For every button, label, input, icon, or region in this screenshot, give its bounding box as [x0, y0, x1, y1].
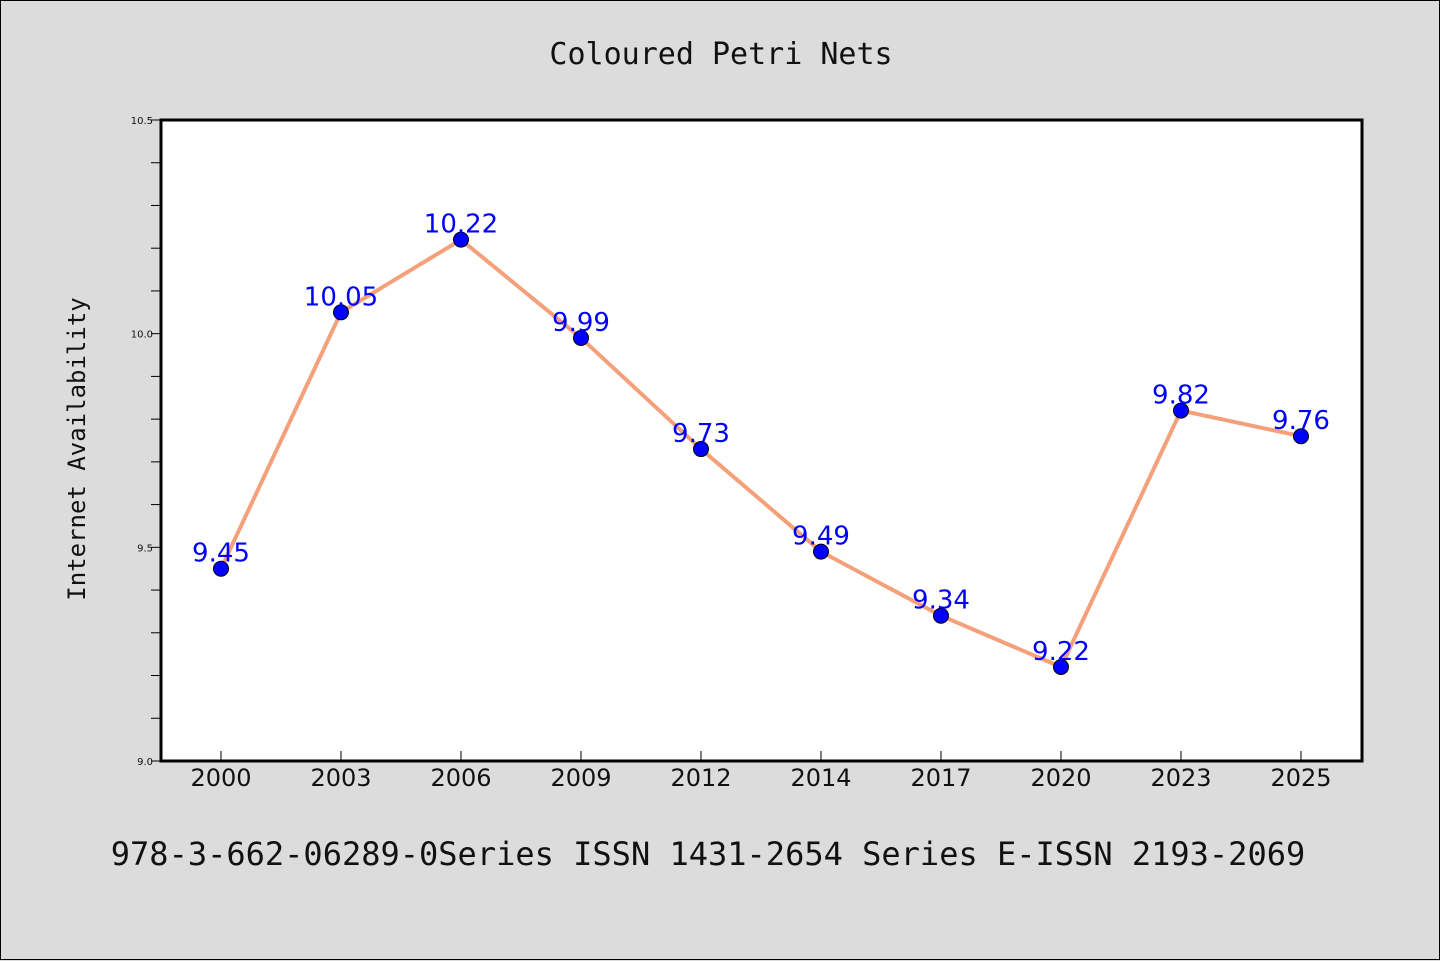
footer-text: 978-3-662-06289-0Series ISSN 1431-2654 S…	[111, 835, 1305, 873]
data-point	[813, 543, 829, 560]
x-tick-label: 2020	[1030, 764, 1091, 792]
y-axis-label: Internet Availability	[63, 297, 91, 600]
y-tick-label: 9.5	[137, 543, 153, 554]
data-point	[1053, 658, 1069, 675]
x-tick-label: 2009	[550, 764, 611, 792]
x-tick-label: 2017	[910, 764, 971, 792]
data-point	[573, 329, 589, 346]
data-point	[693, 441, 709, 458]
chart-title: Coloured Petri Nets	[549, 37, 892, 72]
data-point	[453, 231, 469, 248]
y-tick-label: 10.0	[131, 330, 153, 341]
y-axis: 9.0 9.5 10.0 10.5	[131, 116, 161, 768]
x-tick-label: 2014	[790, 764, 851, 792]
x-tick-label: 2006	[430, 764, 491, 792]
data-label: 9.82	[1152, 381, 1210, 411]
x-tick-label: 2025	[1270, 764, 1331, 792]
y-tick-label: 9.0	[137, 757, 153, 768]
x-tick-label: 2003	[310, 764, 371, 792]
data-label: 9.73	[672, 419, 730, 449]
data-point	[933, 607, 949, 624]
y-tick-label: 10.5	[131, 116, 153, 127]
series-line	[219, 237, 1302, 669]
data-label: 9.99	[552, 308, 610, 338]
x-tick-label: 2023	[1150, 764, 1211, 792]
data-label: 10.22	[424, 210, 498, 240]
x-tick-label: 2000	[190, 764, 251, 792]
plot-area	[159, 118, 1364, 763]
data-labels: 9.45 10.05 10.22 9.99 9.73 9.49 9.34 9.22 9.82 9.…	[192, 210, 1330, 667]
data-point	[213, 560, 229, 577]
data-label: 10.05	[304, 282, 378, 312]
data-point	[1173, 402, 1189, 419]
data-label: 9.49	[792, 522, 850, 552]
data-label: 9.45	[192, 539, 250, 569]
x-tick-label: 2012	[670, 764, 731, 792]
x-axis: 2000 2003 2006 2009 2012 2014 2017 2020 2023 2025	[190, 751, 1332, 792]
data-point	[1293, 428, 1309, 445]
data-label: 9.34	[912, 586, 970, 616]
data-point	[333, 304, 349, 321]
data-label: 9.22	[1032, 637, 1090, 667]
data-label: 9.76	[1272, 406, 1330, 436]
series-markers	[213, 231, 1309, 675]
